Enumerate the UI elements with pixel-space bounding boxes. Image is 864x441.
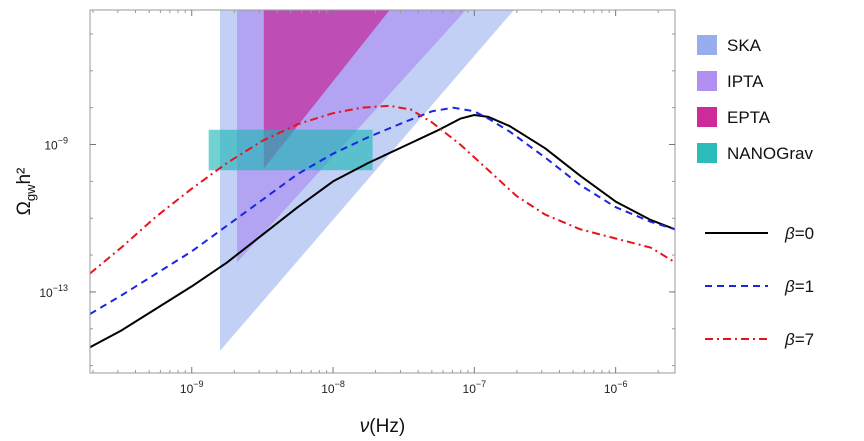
- legend-label-beta-0: β=0: [784, 224, 814, 243]
- legend-label-beta-1: β=1: [784, 277, 814, 296]
- series-line-beta-1: [90, 106, 675, 315]
- x-tick-label: 10−7: [463, 379, 487, 396]
- x-tick-label: 10−8: [321, 379, 345, 396]
- legend-label-epta: EPTA: [727, 108, 771, 127]
- y-tick-label: 10−13: [39, 283, 68, 300]
- y-axis-label: Ωgwh²: [14, 168, 38, 216]
- legend-swatch-ipta: [697, 71, 717, 91]
- legend-swatch-nanograv: [697, 143, 717, 163]
- region-epta: [263, 10, 390, 169]
- legend-swatch-ska: [697, 35, 717, 55]
- legend-label-ipta: IPTA: [727, 72, 764, 91]
- y-tick-label: 10−9: [44, 136, 68, 153]
- legend-label-ska: SKA: [727, 36, 762, 55]
- x-tick-label: 10−6: [604, 379, 628, 396]
- x-tick-label: 10−9: [180, 379, 204, 396]
- region-nanograv: [208, 129, 373, 171]
- legend-label-beta-7: β=7: [784, 330, 814, 349]
- series-line-beta-0: [90, 114, 675, 349]
- legend-label-nanograv: NANOGrav: [727, 144, 813, 163]
- series-line-beta-7: [90, 104, 675, 275]
- legend-swatch-epta: [697, 107, 717, 127]
- x-axis-label: ν(Hz): [360, 416, 405, 437]
- plot-frame: [89, 9, 676, 374]
